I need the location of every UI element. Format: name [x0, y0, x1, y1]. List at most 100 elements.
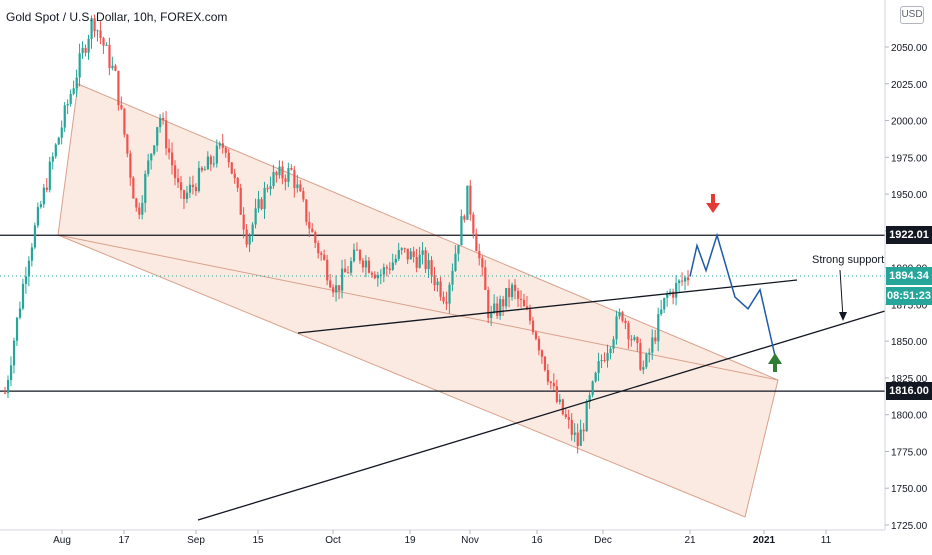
candle: [484, 260, 487, 291]
countdown-tag: 08:51:23: [886, 286, 932, 305]
channel-midline: [57, 234, 779, 381]
candle: [642, 360, 645, 375]
candle: [558, 393, 561, 405]
candle: [287, 162, 290, 188]
candle: [579, 419, 582, 446]
neckline-trendline[interactable]: [297, 279, 798, 334]
candle: [296, 174, 299, 193]
candle: [39, 200, 42, 209]
candle: [600, 354, 603, 369]
candle: [191, 175, 195, 195]
descending-channel[interactable]: [57, 83, 779, 518]
candle: [606, 344, 609, 368]
candle: [385, 264, 388, 277]
candle: [42, 183, 45, 208]
y-tick-label: 1950.00: [891, 190, 928, 201]
candle: [549, 380, 553, 390]
candle: [603, 352, 606, 363]
candle: [382, 263, 385, 283]
candle: [4, 386, 7, 395]
candle: [147, 153, 150, 177]
candle: [612, 336, 615, 354]
support-pointer: [839, 269, 844, 319]
candle: [320, 250, 323, 261]
candle: [534, 330, 538, 341]
candle: [254, 198, 257, 229]
candle: [290, 164, 293, 171]
y-tick-label: 1750.00: [891, 484, 928, 495]
candle: [215, 139, 218, 168]
candle: [561, 398, 564, 416]
candle: [293, 165, 296, 198]
candle: [347, 266, 350, 274]
candle: [323, 249, 326, 261]
candle: [475, 228, 478, 252]
candle: [239, 183, 242, 216]
candle: [478, 243, 481, 266]
candle: [540, 349, 544, 364]
x-tick-label: Aug: [53, 535, 71, 546]
candle: [99, 21, 102, 45]
candle: [57, 136, 60, 145]
candle: [543, 355, 547, 372]
candle: [570, 413, 573, 441]
candle: [678, 279, 681, 292]
candle: [284, 174, 287, 191]
ascending-trendline[interactable]: [197, 310, 886, 521]
candle: [87, 34, 90, 60]
resistance-price-tag: 1922.01: [886, 226, 932, 245]
candle: [305, 199, 308, 226]
candle: [156, 126, 159, 152]
candle: [27, 256, 31, 287]
candle: [12, 337, 16, 374]
x-tick-label: 11: [821, 535, 832, 546]
candle: [400, 247, 403, 255]
candle: [651, 329, 654, 360]
candle: [433, 267, 436, 292]
candle: [636, 336, 639, 352]
candle: [615, 310, 618, 345]
candle: [135, 197, 138, 212]
candle: [469, 179, 472, 221]
candle: [567, 409, 570, 429]
y-tick-label: 1975.00: [891, 153, 928, 164]
candle: [493, 294, 496, 315]
candle: [263, 181, 266, 219]
y-tick-label: 1875.00: [891, 300, 928, 311]
candle: [24, 266, 28, 294]
candle: [299, 179, 302, 192]
candle: [329, 274, 332, 289]
candle: [591, 380, 594, 398]
candle: [206, 151, 210, 170]
candle: [36, 202, 40, 228]
candle: [609, 346, 612, 360]
chart-title: Gold Spot / U.S. Dollar, 10h, FOREX.com: [6, 10, 228, 24]
projection-path[interactable]: [689, 232, 776, 357]
candle: [525, 296, 529, 311]
up-arrow-icon: [768, 353, 782, 372]
candle: [675, 275, 678, 306]
candle: [352, 243, 356, 263]
candle: [344, 259, 347, 273]
candle: [221, 134, 224, 154]
currency-button[interactable]: USD: [900, 6, 924, 24]
candle: [185, 186, 189, 204]
candle: [633, 334, 636, 342]
candle: [84, 44, 87, 57]
candle: [335, 275, 338, 302]
candle: [332, 284, 335, 297]
x-tick-label: Dec: [594, 535, 612, 546]
candle: [367, 256, 371, 274]
candle: [66, 99, 69, 115]
candle: [233, 168, 236, 184]
candle: [669, 288, 672, 296]
candle: [627, 320, 630, 349]
candle: [48, 156, 51, 193]
candle: [114, 63, 117, 72]
candle: [370, 271, 374, 278]
candle: [511, 282, 514, 301]
candle: [69, 89, 72, 107]
candle: [445, 291, 448, 311]
